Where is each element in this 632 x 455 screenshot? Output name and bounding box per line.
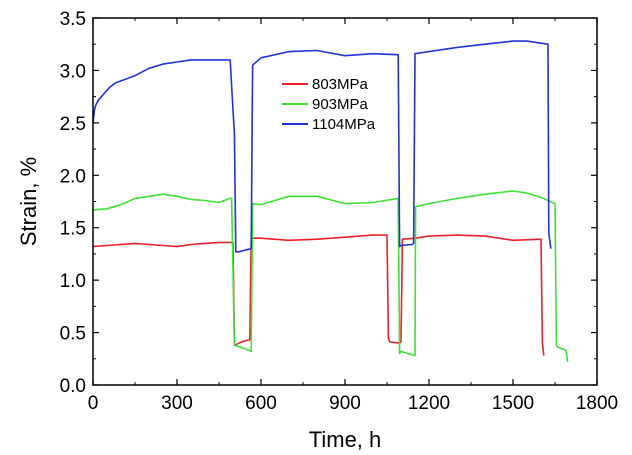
legend-label-903MPa: 903MPa bbox=[312, 96, 369, 113]
y-tick-label: 2.5 bbox=[60, 114, 86, 135]
x-tick-label: 600 bbox=[245, 393, 277, 414]
legend-label-1104MPa: 1104MPa bbox=[312, 116, 376, 133]
series-layer bbox=[92, 40, 569, 362]
y-tick-label: 1.5 bbox=[60, 219, 86, 240]
y-tick-label: 3.0 bbox=[60, 61, 86, 82]
x-tick-label: 1800 bbox=[576, 393, 618, 414]
series-line-903MPa bbox=[92, 190, 569, 362]
y-axis-title: Strain, % bbox=[16, 157, 41, 246]
y-tick-label: 0.0 bbox=[60, 376, 86, 397]
y-tick-label: 2.0 bbox=[60, 166, 86, 187]
legend: 803MPa 903MPa 1104MPa bbox=[282, 76, 376, 133]
plot-frame bbox=[92, 17, 598, 386]
x-axis-title: Time, h bbox=[309, 427, 382, 452]
ticks-layer: 0 300 600 900 1200 1500 1800 0.0 0.5 1.0 1.5 2.0 2.5… bbox=[60, 9, 619, 414]
x-tick-label: 0 bbox=[88, 393, 99, 414]
series-line-1104MPa bbox=[92, 40, 552, 253]
y-tick-label: 0.5 bbox=[60, 324, 86, 345]
x-tick-label: 1500 bbox=[492, 393, 534, 414]
x-tick-label: 1200 bbox=[408, 393, 450, 414]
legend-label-803MPa: 803MPa bbox=[312, 76, 369, 93]
series-line-803MPa bbox=[92, 234, 545, 356]
x-tick-label: 900 bbox=[329, 393, 361, 414]
y-tick-label: 1.0 bbox=[60, 271, 86, 292]
x-tick-label: 300 bbox=[161, 393, 193, 414]
y-tick-label: 3.5 bbox=[60, 9, 86, 30]
